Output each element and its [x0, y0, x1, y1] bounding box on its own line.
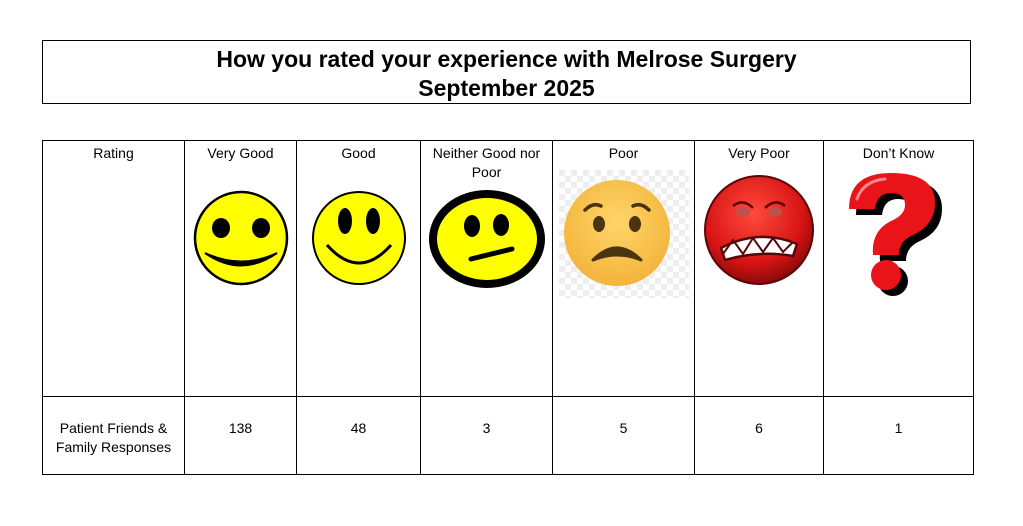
very-good-cell: Very Good — [184, 140, 297, 397]
poor-cell: Poor — [552, 140, 695, 397]
very-good-label: Very Good — [207, 145, 274, 161]
very-poor-count-cell: 6 — [694, 396, 824, 475]
responses-label: Patient Friends & Family Responses — [55, 420, 172, 455]
page-title: How you rated your experience with Melro… — [216, 46, 797, 72]
dont-know-label: Don’t Know — [862, 145, 935, 161]
neither-cell: Neither Good nor Poor — [420, 140, 553, 397]
rating-header-cell: Rating — [42, 140, 185, 397]
good-count-cell: 48 — [296, 396, 421, 475]
title-box: How you rated your experience with Melro… — [42, 40, 971, 104]
dont-know-count: 1 — [894, 420, 903, 436]
good-count: 48 — [350, 420, 367, 436]
dont-know-cell: Don’t Know — [823, 140, 974, 397]
good-cell: Good — [296, 140, 421, 397]
neither-label: Neither Good nor Poor — [432, 145, 541, 180]
dont-know-count-cell: 1 — [823, 396, 974, 475]
very-good-smiley-icon — [193, 190, 288, 286]
very-poor-count: 6 — [755, 420, 763, 436]
responses-label-cell: Patient Friends & Family Responses — [42, 396, 185, 475]
angry-face-icon — [704, 175, 814, 285]
very-poor-cell: Very Poor — [694, 140, 824, 397]
very-poor-label: Very Poor — [728, 145, 790, 161]
very-good-count-cell: 138 — [184, 396, 297, 475]
rating-row: Rating Very Good Good Neither Good nor P… — [42, 140, 974, 397]
good-smiley-icon — [311, 191, 406, 285]
worried-face-icon — [558, 170, 689, 298]
rating-header: Rating — [93, 145, 134, 161]
neutral-face-icon — [428, 190, 545, 288]
poor-label: Poor — [608, 145, 639, 161]
responses-row: Patient Friends & Family Responses 138 4… — [42, 396, 974, 475]
good-label: Good — [341, 145, 376, 161]
ratings-table: Rating Very Good Good Neither Good nor P… — [42, 140, 974, 475]
neither-count: 3 — [482, 420, 491, 436]
poor-count: 5 — [619, 420, 628, 436]
question-mark-icon — [848, 173, 942, 296]
very-good-count: 138 — [228, 420, 253, 436]
poor-count-cell: 5 — [552, 396, 695, 475]
neither-count-cell: 3 — [420, 396, 553, 475]
page-subtitle: September 2025 — [418, 75, 595, 101]
